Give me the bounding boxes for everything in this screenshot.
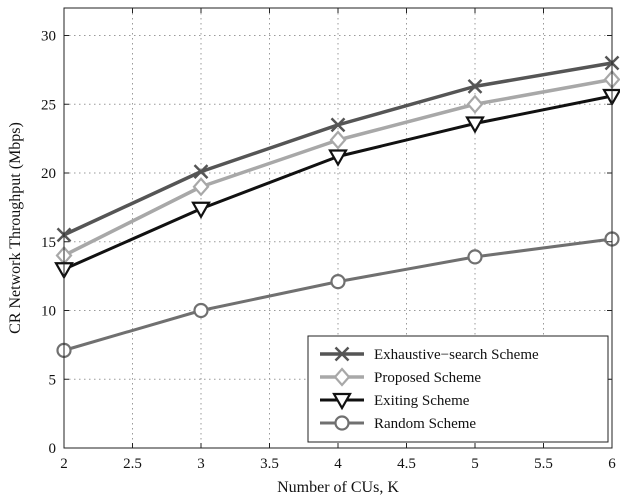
- data-point: [332, 392, 352, 411]
- data-point: [193, 164, 209, 180]
- x-tick-label: 6: [608, 456, 616, 472]
- x-tick-label: 3: [197, 456, 205, 472]
- axis-ticks: 2 2.5 3 3.5 4 4.5 5 5.5 6 0 5 10 15 20 25 30: [41, 8, 616, 472]
- data-point: [334, 346, 350, 362]
- x-tick-label: 5.5: [534, 456, 553, 472]
- y-tick-label: 5: [49, 372, 57, 388]
- legend-label: Proposed Scheme: [374, 370, 481, 386]
- legend-label: Random Scheme: [374, 416, 476, 432]
- x-tick-label: 4: [334, 456, 342, 472]
- legend-item: Proposed Scheme: [320, 367, 481, 387]
- x-tick-label: 3.5: [260, 456, 279, 472]
- y-tick-label: 20: [41, 166, 56, 182]
- grid-lines: [64, 8, 612, 448]
- data-point: [328, 149, 348, 167]
- x-tick-label: 5: [471, 456, 479, 472]
- data-point: [465, 116, 485, 134]
- legend-item: Random Scheme: [320, 415, 476, 432]
- y-tick-label: 10: [41, 304, 56, 320]
- data-point: [191, 201, 211, 219]
- data-point: [333, 367, 351, 387]
- data-point: [330, 274, 346, 290]
- data-point: [467, 78, 483, 94]
- x-axis-label: Number of CUs, K: [277, 479, 399, 496]
- legend-item: Exhaustive−search Scheme: [320, 346, 539, 363]
- y-tick-label: 25: [41, 97, 56, 113]
- y-tick-label: 30: [41, 29, 56, 45]
- legend-label: Exhaustive−search Scheme: [374, 347, 539, 363]
- data-point: [193, 302, 209, 319]
- legend: Exhaustive−search Scheme Proposed Scheme E…: [307, 335, 609, 443]
- y-tick-label: 0: [49, 441, 57, 457]
- data-point: [192, 177, 210, 197]
- series-lines: [54, 55, 620, 358]
- data-point: [467, 249, 483, 265]
- legend-item: Exiting Scheme: [320, 392, 470, 411]
- y-axis-label: CR Network Throughput (Mbps): [7, 122, 24, 334]
- data-point: [330, 117, 346, 133]
- legend-label: Exiting Scheme: [374, 393, 470, 409]
- x-tick-label: 2.5: [123, 456, 142, 472]
- data-point: [329, 130, 347, 150]
- x-tick-label: 2: [60, 456, 68, 472]
- x-tick-label: 4.5: [397, 456, 416, 472]
- data-point: [466, 94, 484, 114]
- data-point: [334, 415, 350, 431]
- y-tick-label: 15: [41, 235, 56, 251]
